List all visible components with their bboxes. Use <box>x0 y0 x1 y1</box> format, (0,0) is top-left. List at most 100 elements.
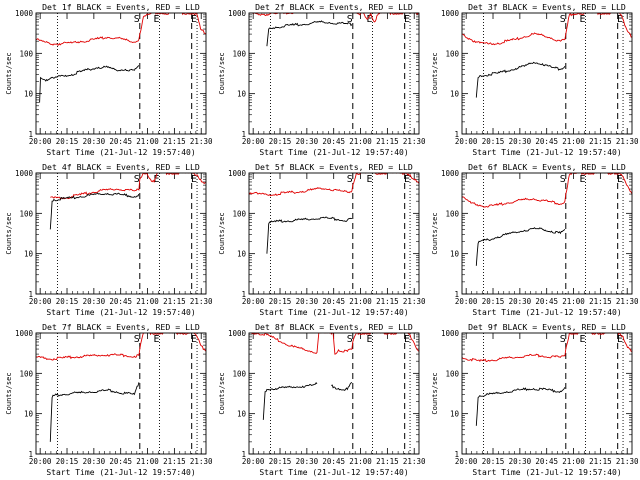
chart-title: Det 2f BLACK = Events, RED = LLD <box>255 2 413 12</box>
x-tick-label: 21:30 <box>403 457 426 466</box>
y-tick-label: 1000 <box>15 9 34 18</box>
x-tick-label: 20:45 <box>322 297 345 306</box>
x-tick-label: 20:30 <box>83 297 106 306</box>
x-axis-label: Start Time (21-Jul-12 19:57:40) <box>259 148 408 157</box>
marker-label: E <box>617 14 623 25</box>
x-tick-label: 20:15 <box>56 137 79 146</box>
y-axis-label: Counts/sec <box>5 52 13 94</box>
x-tick-label: 20:00 <box>242 297 265 306</box>
plot-frame <box>461 332 633 455</box>
x-tick-label: 20:15 <box>482 137 505 146</box>
lld-series-line <box>462 333 632 363</box>
marker-label: S <box>134 334 140 345</box>
y-tick-label: 1000 <box>441 329 460 338</box>
y-tick-label: 1 <box>454 450 459 459</box>
x-tick-label: 20:45 <box>322 457 345 466</box>
plot-frame <box>35 332 207 455</box>
x-axis-label: Start Time (21-Jul-12 19:57:40) <box>46 308 195 317</box>
x-tick-label: 21:15 <box>376 457 399 466</box>
x-tick-label: 21:15 <box>589 297 612 306</box>
lld-series-line <box>462 13 632 46</box>
y-tick-label: 1000 <box>228 169 247 178</box>
x-tick-label: 20:30 <box>509 297 532 306</box>
x-tick-label: 21:00 <box>349 297 372 306</box>
x-tick-label: 20:30 <box>83 457 106 466</box>
lld-series-line <box>50 173 206 200</box>
y-tick-label: 100 <box>19 209 33 218</box>
lld-series-line <box>36 333 206 361</box>
marker-label: E <box>153 174 159 185</box>
x-tick-label: 21:00 <box>349 137 372 146</box>
marker-label: E <box>153 334 159 345</box>
events-series-line <box>475 387 566 426</box>
x-tick-label: 21:30 <box>616 137 639 146</box>
y-tick-label: 100 <box>445 209 459 218</box>
y-tick-label: 1 <box>454 130 459 139</box>
events-series-line <box>39 65 140 103</box>
lld-series-line <box>36 13 206 46</box>
plot-frame <box>461 12 633 135</box>
x-tick-label: 21:30 <box>403 137 426 146</box>
y-tick-label: 1 <box>241 290 246 299</box>
marker-label: S <box>560 174 566 185</box>
x-tick-label: 21:15 <box>589 457 612 466</box>
x-axis-label: Start Time (21-Jul-12 19:57:40) <box>472 148 621 157</box>
plot-frame <box>461 172 633 295</box>
y-tick-label: 1 <box>28 130 33 139</box>
x-tick-label: 20:00 <box>242 137 265 146</box>
y-tick-label: 1000 <box>15 329 34 338</box>
x-tick-label: 20:30 <box>509 137 532 146</box>
x-tick-label: 21:30 <box>616 297 639 306</box>
y-tick-label: 1 <box>241 450 246 459</box>
marker-label: E <box>404 14 410 25</box>
y-tick-label: 100 <box>445 49 459 58</box>
marker-label: E <box>617 334 623 345</box>
y-axis-label: Counts/sec <box>5 372 13 414</box>
chart-title: Det 9f BLACK = Events, RED = LLD <box>468 322 626 332</box>
chart-title: Det 1f BLACK = Events, RED = LLD <box>42 2 200 12</box>
x-tick-label: 20:30 <box>296 457 319 466</box>
events-series-line <box>49 382 140 442</box>
events-series-line <box>331 381 353 392</box>
x-tick-label: 20:15 <box>269 137 292 146</box>
lld-series-line <box>249 333 419 355</box>
x-tick-label: 20:00 <box>455 457 478 466</box>
chart-panel-7: Det 7f BLACK = Events, RED = LLD Counts/s… <box>5 322 213 477</box>
chart-panel-6: Det 6f BLACK = Events, RED = LLD Counts/s… <box>431 162 639 317</box>
events-series-line <box>49 192 140 230</box>
x-tick-label: 20:30 <box>296 137 319 146</box>
marker-label: E <box>191 334 197 345</box>
chart-panel-9: Det 9f BLACK = Events, RED = LLD Counts/s… <box>431 322 639 477</box>
marker-label: S <box>134 174 140 185</box>
x-tick-label: 20:00 <box>29 297 52 306</box>
chart-panel-5: Det 5f BLACK = Events, RED = LLD Counts/s… <box>218 162 426 317</box>
x-tick-label: 21:00 <box>562 137 585 146</box>
chart-panel-3: Det 3f BLACK = Events, RED = LLD Counts/s… <box>431 2 639 157</box>
y-tick-label: 1 <box>28 450 33 459</box>
marker-label: E <box>153 14 159 25</box>
y-tick-label: 100 <box>445 369 459 378</box>
chart-title: Det 4f BLACK = Events, RED = LLD <box>42 162 200 172</box>
lld-series-line <box>249 173 419 197</box>
x-tick-label: 20:45 <box>109 457 132 466</box>
plot-frame <box>35 172 207 295</box>
x-tick-label: 21:00 <box>562 457 585 466</box>
marker-label: E <box>579 14 585 25</box>
y-tick-label: 1000 <box>15 169 34 178</box>
x-tick-label: 20:45 <box>322 137 345 146</box>
x-tick-label: 20:30 <box>83 137 106 146</box>
x-tick-label: 21:15 <box>163 137 186 146</box>
marker-label: E <box>579 334 585 345</box>
y-tick-label: 1 <box>454 290 459 299</box>
plot-frame <box>248 12 420 135</box>
chart-title: Det 7f BLACK = Events, RED = LLD <box>42 322 200 332</box>
chart-panel-4: Det 4f BLACK = Events, RED = LLD Counts/s… <box>5 162 213 317</box>
x-tick-label: 20:00 <box>455 297 478 306</box>
chart-panel-1: Det 1f BLACK = Events, RED = LLD Counts/s… <box>5 2 213 157</box>
x-tick-label: 21:00 <box>349 457 372 466</box>
y-tick-label: 1000 <box>228 9 247 18</box>
marker-label: S <box>560 334 566 345</box>
x-tick-label: 20:00 <box>455 137 478 146</box>
marker-label: S <box>347 14 353 25</box>
